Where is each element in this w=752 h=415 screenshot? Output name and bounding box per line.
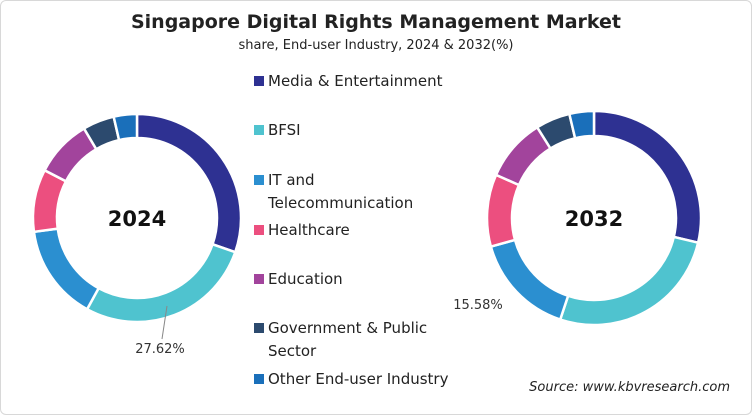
donut-slice-0-6 [112, 112, 139, 142]
legend-label: Media & Entertainment [268, 72, 443, 90]
donut-slice-1-6 [567, 109, 596, 140]
data-label: 15.58% [453, 298, 503, 313]
legend-item-bfsi: BFSI [254, 119, 301, 142]
legend-item-other: Other End-user Industry [254, 368, 448, 391]
donut-slice-1-1 [558, 235, 700, 327]
donut-slice-0-1 [85, 242, 237, 324]
legend-label: Other End-user Industry [268, 370, 449, 388]
legend-swatch [254, 225, 264, 235]
legend-label: Education [268, 270, 343, 288]
leader-line [161, 305, 168, 340]
legend-swatch [254, 323, 264, 333]
legend-swatch [254, 374, 264, 384]
legend-item-education: Education [254, 268, 343, 291]
center-year-label: 2024 [108, 207, 166, 231]
chart-title: Singapore Digital Rights Management Mark… [130, 11, 622, 33]
legend-item-it: IT and Telecommunication [254, 169, 424, 215]
legend-label: Healthcare [268, 221, 350, 239]
legend-label: Government & Public Sector [268, 319, 428, 360]
legend-item-government: Government & Public Sector [254, 317, 454, 363]
donut-slice-1-3 [485, 173, 521, 249]
legend-item-media: Media & Entertainment [254, 70, 443, 93]
legend-item-healthcare: Healthcare [254, 219, 350, 242]
data-label: 27.62% [135, 342, 185, 357]
center-year-label: 2032 [565, 207, 623, 231]
legend-label: BFSI [268, 121, 301, 139]
legend-swatch [254, 125, 264, 135]
source-note: Source: www.kbvresearch.com [529, 380, 730, 395]
legend-swatch [254, 76, 264, 86]
legend-swatch [254, 274, 264, 284]
legend-label: IT and Telecommunication [268, 171, 414, 212]
legend-swatch [254, 175, 264, 185]
chart-subtitle: share, End-user Industry, 2024 & 2032(%) [238, 38, 514, 53]
donut-slice-0-0 [135, 112, 243, 254]
donut-slice-0-2 [32, 227, 101, 311]
